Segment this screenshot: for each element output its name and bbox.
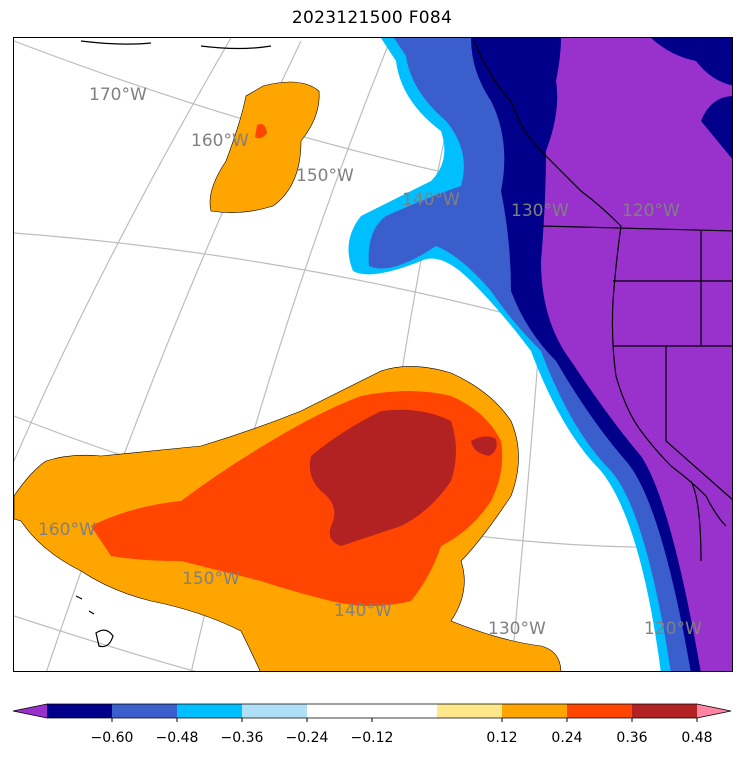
contour-lt-048-inner (651, 38, 732, 86)
colorbar-tick-label: −0.24 (285, 730, 329, 746)
meridian-label: 150°W (182, 569, 240, 589)
contour-gt-024 (209, 81, 320, 213)
meridian-line (14, 38, 232, 462)
negative-anomaly-field (348, 38, 732, 671)
colorbar-tick-label: 0.12 (486, 730, 518, 746)
contour-lt-048 (541, 38, 732, 671)
colorbar-tick-label: −0.36 (220, 730, 264, 746)
meridian-label: 160°W (191, 131, 249, 151)
north-america-coast (473, 40, 727, 527)
colorbar-segment (437, 704, 503, 718)
hawaii-islands (75, 595, 114, 648)
meridian-label: 130°W (488, 619, 546, 639)
border-canada-us (540, 225, 732, 232)
baja-coast (690, 480, 702, 562)
positive-anomaly-north (209, 81, 320, 213)
meridian-label: 120°W (644, 619, 702, 639)
colorbar-segment (242, 704, 308, 718)
colorbar-tick-label: −0.48 (155, 730, 199, 746)
meridian-label: 170°W (89, 85, 147, 105)
colorbar-outline (12, 703, 732, 719)
meridian-label: 120°W (622, 201, 680, 221)
map-title: 2023121500 F084 (291, 8, 453, 28)
colorbar-segment (112, 704, 178, 718)
meridian-label: 160°W (38, 520, 96, 540)
colorbar-segment (372, 704, 438, 718)
colorbar-tick-label: 0.24 (551, 730, 583, 746)
alaska-coast (80, 40, 272, 50)
contour-gt-048 (309, 409, 456, 546)
colorbar-extend-high (697, 704, 731, 718)
colorbar-extend-low (13, 704, 47, 718)
contour-gt-036 (255, 124, 267, 139)
map-panel: 170°W 160°W 150°W 140°W 130°W 120°W 160°… (13, 37, 733, 672)
meridian-label: 140°W (334, 601, 392, 621)
contour-gt-048-east (471, 436, 497, 456)
colorbar-segment (567, 704, 633, 718)
colorbar (12, 703, 732, 722)
colorbar-segment (177, 704, 243, 718)
colorbar-segment (632, 704, 698, 718)
colorbar-segment (47, 704, 113, 718)
meridian-label: 130°W (511, 201, 569, 221)
state-border (665, 346, 732, 501)
map-canvas (14, 38, 732, 671)
colorbar-segment (307, 704, 373, 718)
meridian-label: 150°W (296, 166, 354, 186)
meridian-label: 140°W (402, 190, 460, 210)
parallel-line (14, 615, 197, 671)
colorbar-segment (502, 704, 568, 718)
colorbar-tick-label: 0.48 (681, 730, 713, 746)
colorbar-tick-label: −0.60 (90, 730, 134, 746)
colorbar-tick-label: 0.36 (616, 730, 648, 746)
coastlines (75, 40, 732, 648)
positive-anomaly-south (14, 366, 562, 671)
colorbar-tick-label: −0.12 (350, 730, 394, 746)
